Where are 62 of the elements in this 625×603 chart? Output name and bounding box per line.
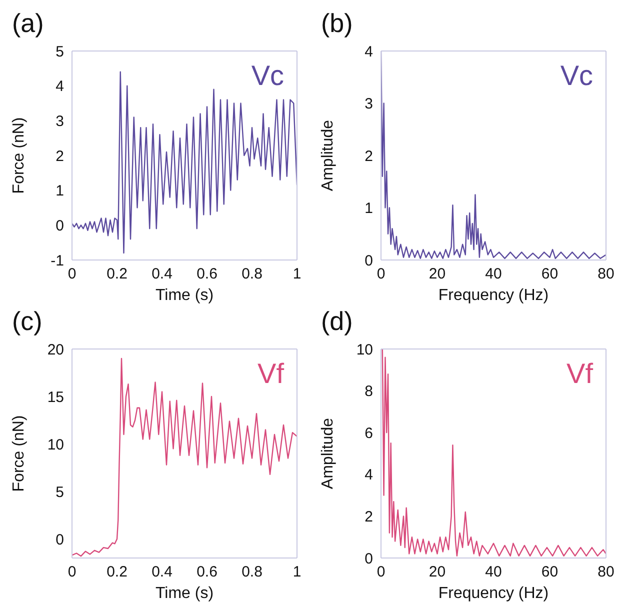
y-tick-label: 20 [47,341,64,358]
series-label: Vf [258,358,284,390]
y-tick-label: 3 [56,112,64,130]
y-tick-label: 1 [364,200,373,218]
y-tick-label: 10 [47,436,64,454]
y-tick-label: -1 [50,252,64,270]
x-tick-label: 60 [541,564,558,581]
x-tick-label: 1 [292,564,302,581]
x-tick-label: 80 [598,564,614,581]
chart-title: (d) [321,306,353,337]
y-axis-title: Amplitude [320,120,337,192]
y-tick-label: 5 [56,43,64,60]
x-tick-label: 0.4 [152,564,172,581]
series-label: Vc [251,60,284,92]
x-tick-label: 0 [376,564,386,581]
line-series [382,349,606,557]
x-tick-label: 0 [68,564,76,581]
x-tick-label: 0.6 [196,564,218,581]
y-tick-label: 3 [364,96,373,113]
y-axis-title: Force (nN) [10,117,28,194]
x-tick-label: 80 [598,266,614,283]
text: Vf [566,358,593,390]
y-tick-label: 8 [364,383,373,400]
chart-title: (c) [12,306,42,337]
chart-title: (a) [12,8,44,39]
text: Vc [560,60,593,92]
x-tick-label: 20 [428,564,446,581]
x-tick-label: 40 [485,564,502,581]
x-tick-label: 20 [428,266,446,283]
y-tick-label: 5 [56,484,64,501]
y-tick-label: 4 [364,466,373,484]
y-tick-label: 4 [364,43,373,60]
y-tick-label: 0 [56,531,64,548]
x-tick-label: 0.8 [242,266,262,283]
y-tick-label: 2 [364,148,373,165]
x-tick-label: 40 [485,266,502,283]
x-axis-title: Frequency (Hz) [438,287,549,304]
x-tick-label: 0.6 [196,266,218,283]
x-axis-title: Frequency (Hz) [438,585,549,602]
y-tick-label: 6 [364,424,373,442]
x-tick-label: 1 [292,266,302,283]
x-tick-label: 0 [68,266,76,283]
chart-title: (b) [321,8,353,39]
x-tick-label: 0 [376,266,386,283]
x-tick-label: 0.2 [106,266,128,283]
x-axis-title: Time (s) [155,287,214,304]
y-tick-label: 0 [56,217,64,234]
y-tick-label: 0 [364,252,373,270]
y-tick-label: 2 [364,508,373,526]
y-tick-label: 0 [364,550,373,568]
y-tick-label: 4 [56,78,64,96]
y-tick-label: 10 [356,341,373,358]
y-tick-label: 15 [47,388,64,406]
x-tick-label: 0.4 [152,266,172,283]
y-tick-label: 2 [56,148,64,165]
x-tick-label: 0.2 [106,564,128,581]
x-axis-title: Time (s) [155,585,214,602]
y-axis-title: Force (nN) [10,415,28,492]
x-tick-label: 60 [541,266,558,283]
y-axis-title: Amplitude [320,418,337,490]
x-tick-label: 0.8 [242,564,262,581]
y-tick-label: 1 [56,182,64,200]
